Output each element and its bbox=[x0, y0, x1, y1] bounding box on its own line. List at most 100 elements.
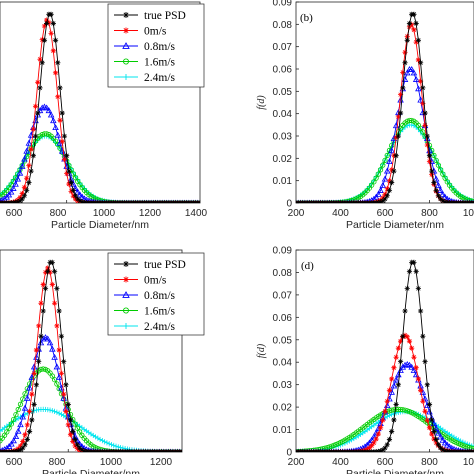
data-point bbox=[45, 407, 51, 413]
data-point bbox=[72, 436, 78, 443]
data-point bbox=[420, 333, 426, 339]
data-point bbox=[45, 107, 53, 114]
data-point bbox=[18, 162, 26, 169]
data-point bbox=[440, 198, 446, 203]
data-point bbox=[438, 196, 444, 202]
data-point bbox=[58, 370, 65, 376]
data-point bbox=[24, 187, 30, 194]
data-point bbox=[442, 175, 448, 181]
x-tick-label: 400 bbox=[332, 208, 349, 219]
data-point bbox=[395, 133, 401, 139]
legend-marker bbox=[123, 27, 129, 34]
data-point bbox=[424, 133, 430, 139]
data-point bbox=[429, 168, 435, 174]
data-point bbox=[409, 117, 415, 124]
data-point bbox=[417, 96, 424, 103]
data-point bbox=[377, 199, 384, 203]
data-point bbox=[72, 175, 79, 181]
data-point bbox=[74, 188, 82, 195]
data-point bbox=[35, 79, 41, 85]
legend-label: 2.4m/s bbox=[144, 72, 176, 84]
data-point bbox=[28, 168, 34, 174]
y-tick-label: 0.09 bbox=[273, 246, 293, 257]
data-point bbox=[108, 442, 115, 448]
data-point bbox=[41, 23, 48, 29]
data-point bbox=[435, 193, 441, 199]
data-point bbox=[408, 363, 415, 370]
data-point bbox=[56, 410, 62, 416]
x-axis-label-c: Particle Diameter/nm bbox=[42, 468, 140, 474]
data-point bbox=[404, 408, 410, 414]
x-axis-label-a: Particle Diameter/nm bbox=[51, 219, 149, 231]
data-point bbox=[68, 179, 74, 186]
x-tick-label: 200 bbox=[288, 457, 305, 468]
data-point bbox=[388, 147, 395, 154]
data-point bbox=[402, 332, 408, 338]
data-point bbox=[388, 388, 395, 395]
data-point bbox=[393, 134, 399, 141]
data-point bbox=[432, 175, 440, 182]
data-point bbox=[12, 199, 19, 203]
data-point bbox=[65, 422, 71, 428]
legend-label: 1.6m/s bbox=[144, 57, 176, 69]
legend-marker bbox=[122, 58, 129, 65]
data-point bbox=[424, 142, 430, 148]
data-point bbox=[24, 436, 30, 443]
data-point bbox=[22, 442, 28, 448]
data-point bbox=[47, 407, 53, 413]
y-tick-label: 0.07 bbox=[273, 42, 293, 53]
x-tick-label: 1000 bbox=[100, 457, 123, 468]
data-point bbox=[49, 408, 55, 414]
data-point bbox=[49, 281, 55, 288]
data-point bbox=[97, 436, 103, 443]
data-point bbox=[10, 185, 17, 191]
data-point bbox=[56, 347, 62, 353]
data-point bbox=[44, 17, 50, 23]
x-tick-label: 1000 bbox=[463, 208, 474, 219]
data-point bbox=[13, 448, 19, 452]
data-point bbox=[395, 382, 401, 388]
data-point bbox=[70, 193, 76, 199]
data-point bbox=[432, 425, 440, 432]
data-point bbox=[33, 407, 39, 413]
data-point bbox=[17, 194, 23, 201]
data-point bbox=[65, 401, 71, 408]
data-point bbox=[15, 199, 21, 203]
data-point bbox=[42, 285, 49, 292]
legend-marker bbox=[122, 42, 130, 49]
data-point bbox=[389, 376, 395, 382]
data-point bbox=[382, 157, 388, 163]
data-point bbox=[61, 359, 67, 365]
data-point bbox=[37, 56, 43, 62]
data-point bbox=[386, 158, 393, 165]
legend-entry: 0.8m/s bbox=[114, 290, 176, 302]
data-point bbox=[44, 131, 50, 137]
data-point bbox=[391, 168, 397, 174]
data-point bbox=[74, 425, 80, 431]
data-point bbox=[380, 195, 386, 201]
data-point bbox=[422, 359, 428, 365]
data-point bbox=[26, 163, 32, 169]
x-tick-label: 1200 bbox=[150, 457, 173, 468]
data-point bbox=[21, 155, 28, 162]
data-point bbox=[412, 76, 420, 82]
data-point bbox=[48, 11, 54, 17]
legend-entry: 0.8m/s bbox=[114, 41, 176, 53]
x-tick-label: 800 bbox=[50, 208, 67, 219]
data-point bbox=[404, 334, 410, 340]
data-point bbox=[17, 198, 23, 203]
data-point bbox=[406, 361, 413, 368]
data-point bbox=[431, 179, 437, 186]
data-point bbox=[404, 37, 410, 43]
legend-label: 0.8m/s bbox=[144, 290, 176, 302]
data-point bbox=[23, 147, 30, 154]
data-point bbox=[49, 259, 55, 265]
x-tick-label: 400 bbox=[332, 457, 349, 468]
data-point bbox=[52, 268, 58, 275]
legend-entry: 1.6m/s bbox=[114, 306, 176, 318]
data-point bbox=[380, 198, 386, 203]
data-point bbox=[424, 382, 430, 388]
data-point bbox=[440, 447, 446, 452]
data-point bbox=[44, 335, 52, 342]
